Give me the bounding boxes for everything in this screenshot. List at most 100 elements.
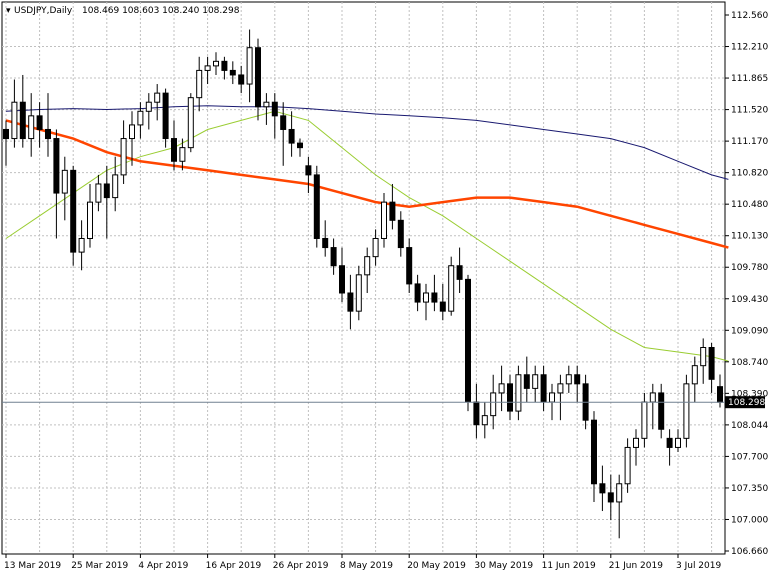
candle-body	[229, 69, 236, 76]
symbol-label: USDJPY,Daily	[14, 6, 73, 16]
candle-body	[145, 101, 152, 112]
candle	[355, 265, 362, 321]
candle	[171, 120, 177, 171]
candle	[120, 120, 127, 184]
x-tick-label: 16 Apr 2019	[206, 561, 262, 571]
candle-body	[397, 219, 404, 249]
candle	[322, 220, 329, 257]
time-axis: 13 Mar 2019 25 Mar 2019 4 Apr 2019 16 Apr 2…	[4, 554, 721, 571]
candle-body	[431, 292, 438, 303]
candle	[414, 274, 421, 312]
candle-body	[305, 165, 312, 176]
candle-body	[381, 201, 387, 239]
y-tick-label: 109.780	[731, 263, 768, 273]
ohlc-label: 108.469 108.603 108.240 108.298	[82, 6, 240, 16]
y-tick-label: 107.700	[731, 452, 768, 462]
y-tick-label: 106.660	[731, 547, 768, 557]
candle-body	[3, 128, 9, 140]
candle	[288, 111, 295, 157]
y-tick-label: 110.820	[731, 169, 768, 179]
candle	[255, 38, 261, 121]
candle	[389, 183, 396, 230]
candle-body	[439, 301, 446, 312]
candle	[423, 283, 429, 321]
candle	[36, 102, 43, 148]
candle-body	[481, 415, 488, 426]
candle	[498, 365, 505, 412]
y-tick-label: 107.000	[731, 515, 768, 525]
candle	[221, 56, 228, 80]
candle	[78, 220, 85, 271]
candle	[532, 365, 539, 403]
candle-body	[280, 115, 287, 130]
y-tick-label: 110.130	[731, 232, 768, 242]
candle-body	[330, 247, 337, 267]
plot-frame	[1, 1, 726, 555]
candle-body	[700, 347, 707, 367]
candle-body	[389, 201, 396, 221]
candle-body	[549, 392, 555, 403]
candle	[507, 374, 513, 421]
candle	[481, 402, 488, 439]
candle-body	[297, 142, 303, 149]
candle	[591, 411, 597, 502]
candle	[246, 29, 253, 103]
y-tick-label: 109.090	[731, 326, 768, 336]
candle-body	[691, 365, 698, 385]
candle-body	[599, 483, 606, 494]
candle-body	[414, 283, 421, 303]
candle-body	[53, 138, 60, 194]
current-price-line: 108.298	[2, 396, 765, 409]
candle-body	[574, 374, 581, 385]
candle-body	[607, 492, 614, 503]
candle-body	[448, 265, 455, 312]
x-tick-label: 21 Jun 2019	[609, 561, 663, 571]
candle-body	[490, 392, 497, 417]
candle	[95, 174, 102, 212]
candle-body	[246, 47, 253, 85]
x-tick-label: 25 Mar 2019	[71, 561, 128, 571]
candle	[339, 247, 345, 303]
candle	[557, 374, 564, 421]
candle	[87, 183, 93, 248]
candle	[11, 79, 18, 148]
y-tick-label: 111.170	[731, 137, 768, 147]
candle-body	[221, 60, 228, 71]
candle	[372, 229, 379, 266]
grid-lines	[2, 2, 725, 554]
candle	[406, 238, 413, 293]
candle-body	[498, 383, 505, 394]
candle	[431, 274, 438, 312]
moving-averages	[5, 105, 729, 362]
candle	[28, 93, 35, 157]
candle-body	[112, 174, 119, 199]
candle-body	[288, 128, 295, 144]
candle	[683, 374, 690, 448]
candle-body	[179, 147, 186, 162]
candle	[70, 165, 77, 266]
candle	[448, 256, 455, 316]
candle	[229, 61, 236, 85]
ma-mid-line	[5, 119, 729, 249]
candle	[439, 283, 446, 321]
candle	[381, 193, 387, 248]
candle	[691, 356, 698, 403]
candle-body	[532, 374, 539, 389]
candle	[145, 93, 152, 130]
candle	[456, 247, 463, 293]
candle	[263, 93, 270, 125]
candle-body	[61, 169, 68, 194]
y-tick-label: 110.480	[731, 200, 768, 210]
x-tick-label: 30 May 2019	[474, 561, 533, 571]
candle-body	[129, 124, 135, 140]
candle	[162, 88, 169, 148]
candle	[616, 474, 623, 539]
candle-body	[78, 237, 85, 253]
candle-body	[355, 274, 362, 312]
candle	[196, 56, 203, 112]
y-tick-label: 111.520	[731, 106, 768, 116]
candle-body	[423, 292, 429, 303]
candle-body	[624, 446, 631, 485]
candle-body	[11, 101, 18, 140]
candle-body	[523, 374, 530, 389]
